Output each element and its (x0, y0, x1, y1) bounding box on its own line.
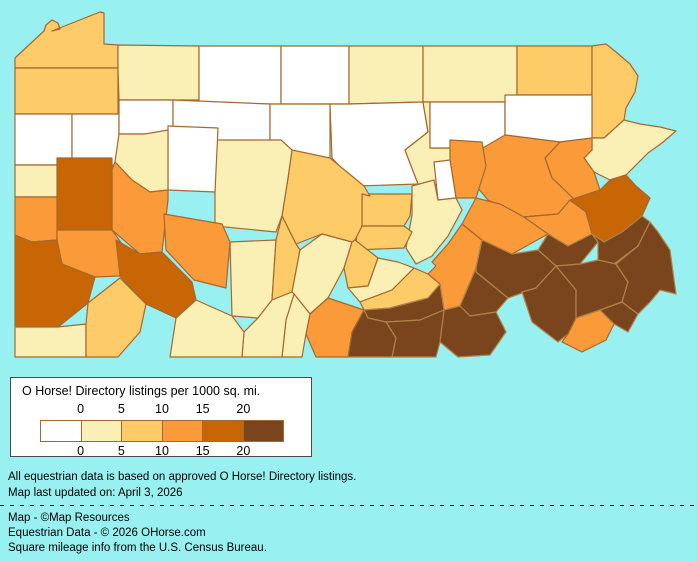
credit-map-resources: Map - ©Map Resources (8, 512, 130, 524)
county-mercer (14, 113, 73, 166)
legend-ticks-bottom-label-2: 10 (155, 444, 169, 458)
county-butler (56, 157, 113, 231)
county-union (361, 193, 413, 227)
credit-census-bureau: Square mileage info from the U.S. Census… (8, 542, 267, 554)
map-legend: O Horse! Directory listings per 1000 sq.… (10, 377, 312, 458)
legend-swatch-3 (161, 421, 202, 441)
county-fayette (85, 277, 147, 358)
legend-swatch-5 (242, 421, 283, 441)
legend-swatch-0 (41, 421, 81, 441)
legend-swatch-2 (121, 421, 162, 441)
county-franklin (305, 297, 365, 358)
legend-color-bar (40, 420, 284, 442)
county-bradford (422, 45, 518, 103)
county-forest (118, 99, 174, 135)
legend-ticks-top-label-3: 15 (195, 402, 210, 416)
legend-ticks-top-label-4: 20 (236, 402, 251, 416)
footnote-last-updated: Map last updated on: April 3, 2026 (8, 487, 183, 499)
county-warren (117, 44, 200, 101)
dashed-divider (0, 504, 697, 506)
county-bucks (615, 221, 677, 315)
legend-ticks-bottom-label-1: 5 (117, 444, 125, 458)
legend-swatch-4 (202, 421, 243, 441)
county-tioga (348, 45, 424, 105)
county-armstrong (111, 161, 169, 255)
county-wyoming (504, 94, 593, 143)
pa-county-map (14, 11, 677, 358)
county-clearfield (214, 139, 293, 233)
legend-ticks-top-label-0: 0 (77, 402, 85, 416)
county-lawrence (14, 164, 58, 198)
county-jefferson (167, 125, 219, 193)
county-mckean (198, 45, 282, 105)
footnote-data-source: All equestrian data is based on approved… (8, 471, 357, 483)
county-susquehanna (516, 45, 593, 96)
county-indiana (163, 213, 231, 289)
county-greene (14, 323, 87, 358)
legend-ticks-top-label-2: 10 (155, 402, 169, 416)
county-crawford (14, 67, 119, 115)
legend-swatch-1 (80, 421, 121, 441)
county-beaver (14, 196, 58, 243)
credit-equestrian-data: Equestrian Data - © 2026 OHorse.com (8, 527, 206, 539)
legend-ticks-bottom-label-0: 0 (77, 444, 85, 458)
county-erie (14, 11, 119, 69)
county-somerset (169, 299, 245, 358)
legend-ticks-bottom-label-3: 15 (195, 444, 210, 458)
legend-title: O Horse! Directory listings per 1000 sq.… (22, 384, 261, 398)
legend-ticks-bottom-label-4: 20 (236, 444, 251, 458)
legend-ticks-top-label-1: 5 (117, 402, 125, 416)
county-potter (280, 45, 350, 105)
